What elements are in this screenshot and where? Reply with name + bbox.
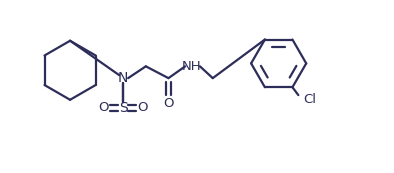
Text: O: O <box>98 101 109 114</box>
Text: NH: NH <box>181 60 201 73</box>
Text: N: N <box>118 71 128 85</box>
Text: O: O <box>138 101 148 114</box>
Text: S: S <box>119 101 128 115</box>
Text: O: O <box>163 97 174 110</box>
Text: Cl: Cl <box>303 93 316 106</box>
